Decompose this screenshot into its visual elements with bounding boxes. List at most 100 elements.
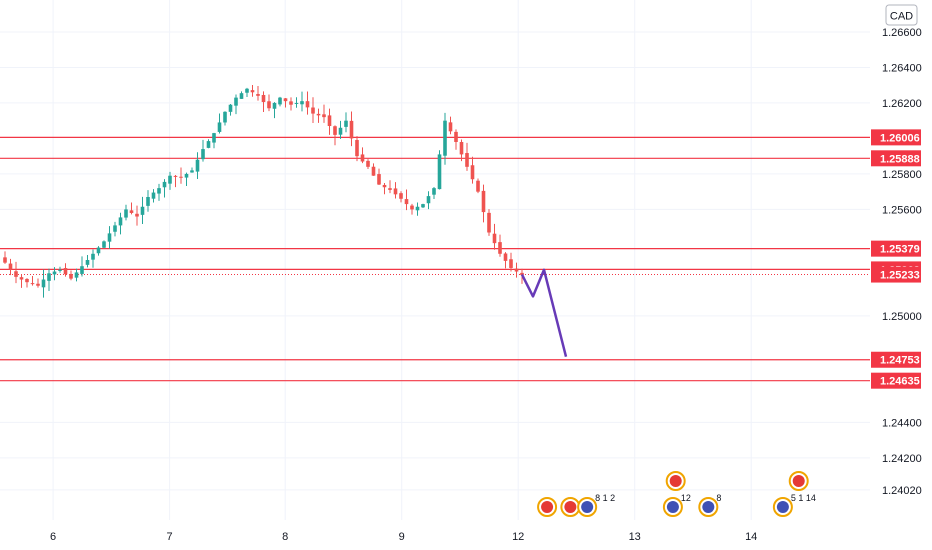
time-axis[interactable]: 6 7 8 9 12 13 14 [50, 531, 757, 543]
chart-grid [0, 0, 870, 520]
candle-body [322, 114, 326, 118]
candle-body [19, 277, 24, 280]
level-badge: 1.24753 [880, 355, 920, 367]
candle-body [113, 225, 117, 232]
projection-polyline[interactable] [520, 268, 568, 358]
price-tick-label: 1.25000 [882, 311, 922, 323]
currency-box: CAD [885, 4, 918, 26]
candle-body [360, 154, 365, 162]
event-count-label: 8 1 2 [595, 493, 615, 503]
price-tick-label: 1.25600 [882, 204, 922, 216]
candle-body [52, 271, 57, 275]
candle-body [162, 181, 167, 188]
date-tick-label: 14 [745, 531, 757, 543]
candle-body [311, 107, 315, 114]
currency-label: CAD [890, 11, 913, 23]
candle-body [201, 149, 205, 160]
candle-body [58, 269, 62, 271]
candle-body [498, 242, 502, 254]
candle-body [393, 188, 398, 195]
candle-body [30, 283, 35, 285]
level-badge-bg [871, 129, 921, 146]
candle-body [426, 196, 431, 204]
price-tick-label: 1.24400 [882, 417, 922, 429]
economic-event-icon[interactable] [665, 471, 686, 491]
candle-body [459, 142, 464, 155]
candle-body [69, 274, 73, 279]
level-badge-bg [871, 150, 921, 167]
level-badge-bg [871, 351, 921, 368]
candle-body [3, 257, 7, 263]
price-tick-label: 1.26600 [882, 27, 922, 39]
candle-body [184, 173, 189, 178]
economic-event-icon[interactable] [537, 497, 558, 517]
candle-body [366, 160, 370, 167]
candle-body [261, 94, 266, 103]
candle-body [74, 272, 79, 278]
price-tick-label: 1.24020 [882, 485, 922, 497]
current-price-badge-bg [871, 266, 921, 283]
price-tick-label: 1.25800 [882, 169, 922, 181]
candle-body [272, 102, 277, 109]
candle-body [129, 210, 134, 213]
candle-body [415, 206, 420, 211]
candle-body [124, 209, 128, 218]
candle-body [371, 166, 376, 176]
event-count-label: 8 [716, 493, 721, 503]
candle-body [316, 113, 321, 116]
event-count-label: 5 1 14 [791, 493, 816, 503]
support-resistance-levels [0, 136, 870, 382]
candle-body [173, 175, 178, 177]
candle-body [107, 233, 112, 242]
candle-body [283, 98, 288, 102]
candle-body [404, 199, 409, 205]
price-axis[interactable]: 1.26600 1.26400 1.26200 1.25800 1.25600 1.250… [871, 27, 922, 497]
economic-event-icon[interactable]: 8 1 2 [577, 493, 615, 517]
candle-body [102, 241, 106, 248]
level-badge: 1.25888 [880, 153, 920, 165]
candle-body [63, 268, 68, 275]
candle-body [96, 247, 101, 254]
candle-body [399, 193, 403, 199]
candle-body [234, 97, 238, 106]
candle-body [190, 170, 194, 173]
price-tick-label: 1.26200 [882, 98, 922, 110]
candle-body [492, 233, 497, 244]
candle-body [448, 122, 453, 132]
candle-body [344, 120, 348, 127]
candle-body [195, 159, 200, 172]
candle-body [476, 180, 480, 192]
candle-body [514, 268, 519, 272]
date-tick-label: 8 [282, 531, 288, 543]
economic-event-icon[interactable] [560, 497, 581, 517]
candle-body [465, 153, 469, 167]
candle-body [487, 212, 491, 233]
candle-body [151, 192, 156, 199]
date-tick-label: 13 [629, 531, 641, 543]
candle-body [179, 176, 183, 178]
economic-event-icon[interactable]: 8 [698, 493, 721, 517]
date-tick-label: 6 [50, 531, 56, 543]
candle-body [36, 283, 40, 286]
level-badge: 1.24635 [880, 376, 920, 388]
economic-event-icon[interactable]: 12 [662, 493, 691, 517]
candle-body [256, 94, 260, 96]
candle-body [520, 272, 524, 276]
candle-body [250, 90, 255, 93]
candle-body [278, 97, 282, 105]
current-price-badge: 1.25233 [880, 270, 920, 282]
economic-event-icon[interactable] [788, 471, 809, 491]
candle-body [454, 131, 458, 142]
candle-body [410, 205, 414, 210]
candle-body [470, 165, 475, 180]
economic-event-icon[interactable]: 5 1 14 [772, 493, 816, 517]
candle-body [294, 102, 299, 104]
candle-body [47, 273, 51, 281]
projection-path [520, 268, 568, 358]
candle-body [223, 111, 227, 123]
candle-body [41, 279, 46, 288]
candle-body [300, 101, 304, 105]
candle-body [481, 190, 486, 213]
candle-body [91, 253, 95, 260]
